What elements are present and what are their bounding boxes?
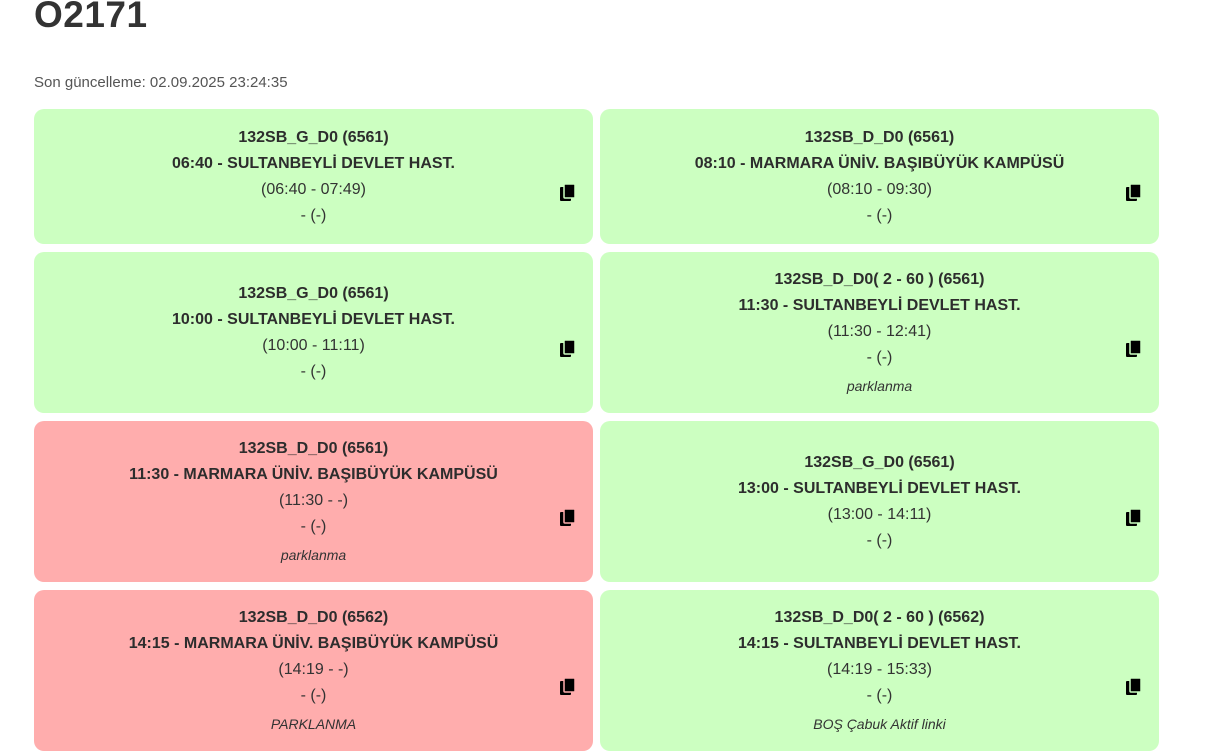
trip-card[interactable]: 132SB_D_D0 (6561) 11:30 - MARMARA ÜNİV. … [34, 421, 593, 582]
trip-note: PARKLANMA [270, 715, 357, 732]
trip-route: 132SB_D_D0( 2 - 60 ) (6561) [774, 270, 985, 288]
copy-icon[interactable] [1125, 507, 1143, 528]
trip-card[interactable]: 132SB_G_D0 (6561) 10:00 - SULTANBEYLİ DE… [34, 252, 593, 413]
trip-times: (10:00 - 11:11) [262, 336, 365, 354]
trip-departure: 14:15 - SULTANBEYLİ DEVLET HAST. [738, 634, 1021, 652]
copy-icon[interactable] [559, 338, 577, 359]
copy-icon[interactable] [559, 676, 577, 697]
trip-route: 132SB_D_D0 (6561) [804, 128, 955, 146]
trip-card[interactable]: 132SB_D_D0 (6562) 14:15 - MARMARA ÜNİV. … [34, 590, 593, 751]
copy-icon[interactable] [1125, 676, 1143, 697]
trip-card[interactable]: 132SB_D_D0( 2 - 60 ) (6561) 11:30 - SULT… [600, 252, 1159, 413]
trip-route: 132SB_D_D0 (6562) [238, 608, 389, 626]
trip-times: (13:00 - 14:11) [827, 505, 932, 523]
trip-extra: - (-) [300, 686, 327, 704]
trip-route: 132SB_G_D0 (6561) [804, 453, 955, 471]
trip-card[interactable]: 132SB_G_D0 (6561) 06:40 - SULTANBEYLİ DE… [34, 109, 593, 244]
trip-departure: 06:40 - SULTANBEYLİ DEVLET HAST. [172, 154, 455, 172]
trip-departure: 11:30 - MARMARA ÜNİV. BAŞIBÜYÜK KAMPÜSÜ [129, 465, 498, 483]
trip-times: (11:30 - 12:41) [827, 322, 932, 340]
trip-extra: - (-) [866, 348, 893, 366]
trip-times: (14:19 - 15:33) [827, 660, 932, 678]
trip-note: BOŞ Çabuk Aktif linki [813, 715, 946, 732]
trip-route: 132SB_D_D0 (6561) [238, 439, 389, 457]
page-title: O2171 [34, 0, 148, 35]
trip-departure: 14:15 - MARMARA ÜNİV. BAŞIBÜYÜK KAMPÜSÜ [128, 634, 499, 652]
trip-route: 132SB_G_D0 (6561) [238, 128, 389, 146]
trip-times: (11:30 - -) [278, 491, 349, 509]
trip-extra: - (-) [300, 362, 327, 380]
trip-card[interactable]: 132SB_G_D0 (6561) 13:00 - SULTANBEYLİ DE… [600, 421, 1159, 582]
trip-extra: - (-) [866, 531, 893, 549]
trip-extra: - (-) [866, 206, 893, 224]
trip-route: 132SB_D_D0( 2 - 60 ) (6562) [774, 608, 985, 626]
copy-icon[interactable] [559, 182, 577, 203]
trip-departure: 10:00 - SULTANBEYLİ DEVLET HAST. [172, 310, 455, 328]
trip-card[interactable]: 132SB_D_D0 (6561) 08:10 - MARMARA ÜNİV. … [600, 109, 1159, 244]
copy-icon[interactable] [1125, 182, 1143, 203]
trip-note: parklanma [846, 377, 913, 394]
trip-extra: - (-) [866, 686, 893, 704]
trip-card[interactable]: 132SB_D_D0( 2 - 60 ) (6562) 14:15 - SULT… [600, 590, 1159, 751]
trip-times: (14:19 - -) [278, 660, 349, 678]
last-updated-text: Son güncelleme: 02.09.2025 23:24:35 [34, 74, 288, 91]
trip-note: parklanma [280, 546, 347, 563]
trip-route: 132SB_G_D0 (6561) [238, 284, 389, 302]
trip-times: (06:40 - 07:49) [261, 180, 366, 198]
trip-departure: 08:10 - MARMARA ÜNİV. BAŞIBÜYÜK KAMPÜSÜ [694, 154, 1065, 172]
trip-departure: 11:30 - SULTANBEYLİ DEVLET HAST. [738, 296, 1021, 314]
trip-card-grid: 132SB_G_D0 (6561) 06:40 - SULTANBEYLİ DE… [34, 109, 1159, 751]
trip-departure: 13:00 - SULTANBEYLİ DEVLET HAST. [738, 479, 1021, 497]
trip-times: (08:10 - 09:30) [827, 180, 932, 198]
copy-icon[interactable] [559, 507, 577, 528]
trip-extra: - (-) [300, 206, 327, 224]
copy-icon[interactable] [1125, 338, 1143, 359]
trip-extra: - (-) [300, 517, 327, 535]
